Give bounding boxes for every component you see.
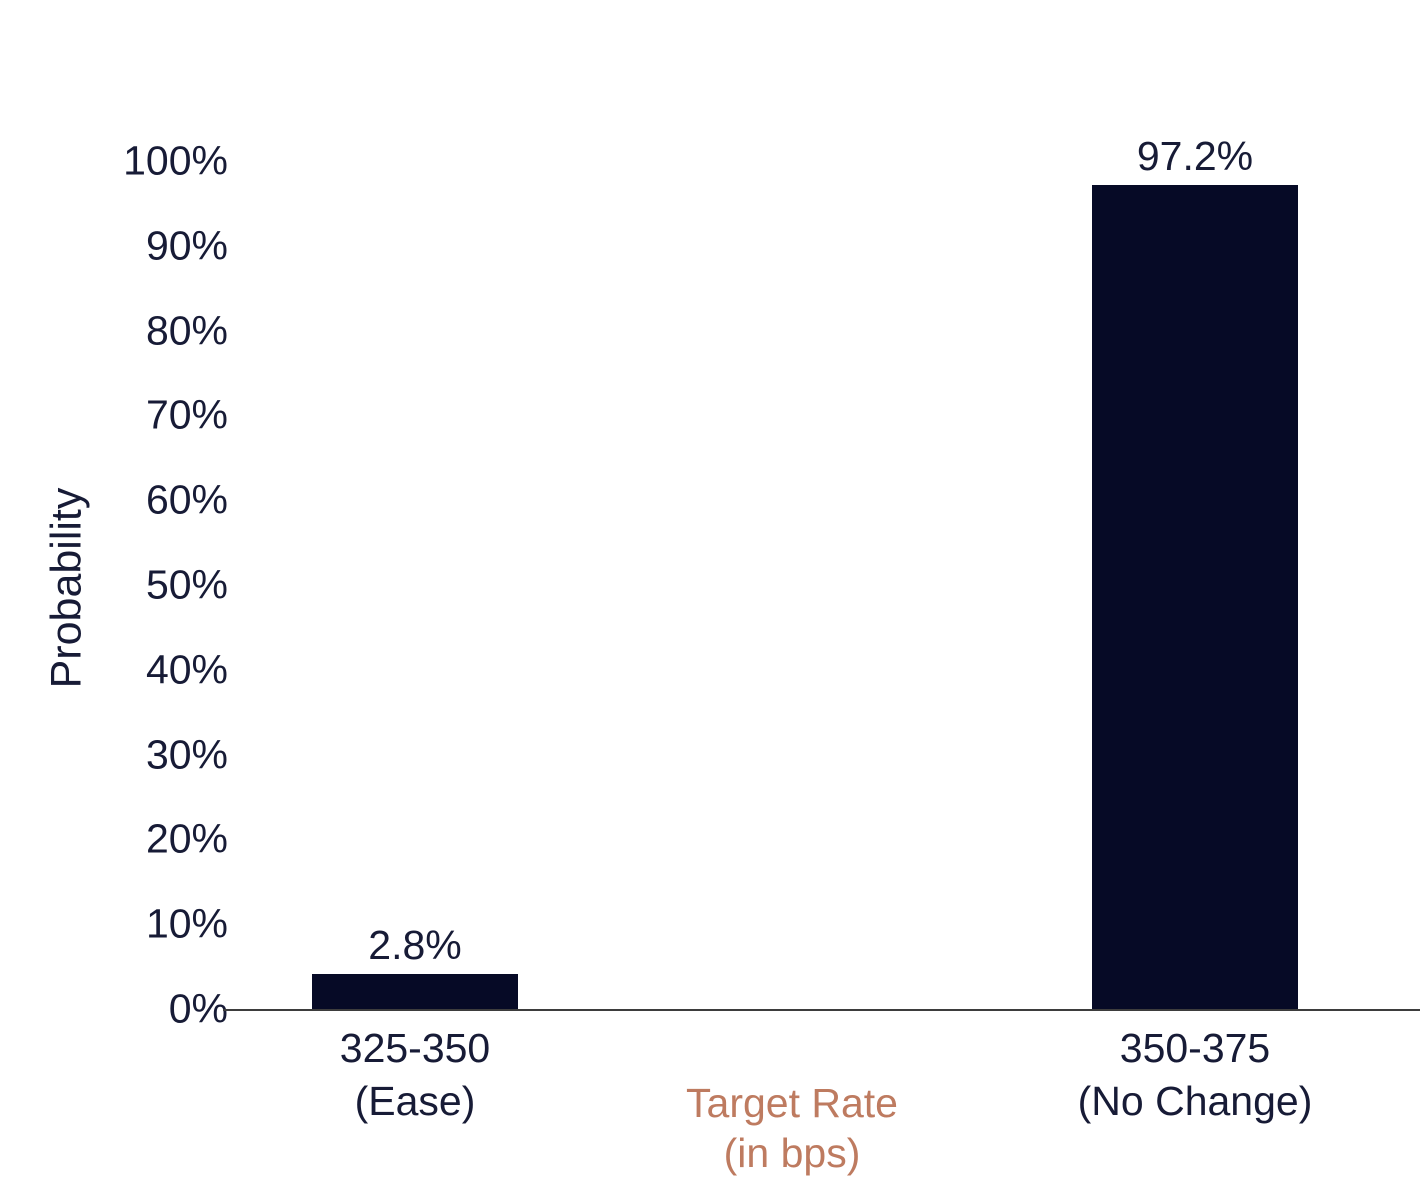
- x-axis-title-line-2: (in bps): [723, 1130, 861, 1176]
- y-tick-label: 100%: [123, 137, 228, 184]
- y-tick-label: 60%: [145, 476, 228, 523]
- x-category-label: 325-350 (Ease): [185, 1022, 645, 1128]
- y-tick-label: 30%: [145, 731, 228, 778]
- y-tick-label: 40%: [145, 646, 228, 693]
- y-tick-label: 20%: [145, 815, 228, 862]
- bar-value-label: 2.8%: [368, 922, 462, 968]
- bar: [1092, 184, 1298, 1009]
- y-tick-label: 50%: [145, 561, 228, 608]
- y-axis-title: Probability: [42, 487, 91, 689]
- y-tick-label: 0%: [168, 985, 228, 1032]
- x-category-label-line: 325-350: [339, 1025, 491, 1071]
- y-tick-label: 80%: [145, 307, 228, 354]
- x-axis-line: [223, 1009, 1420, 1011]
- x-category-label: 350-375 (No Change): [965, 1022, 1420, 1128]
- x-category-label-line: (Ease): [354, 1078, 476, 1124]
- x-category-label-line: (No Change): [1077, 1078, 1313, 1124]
- y-tick-label: 70%: [145, 391, 228, 438]
- bar-value-label: 97.2%: [1136, 132, 1254, 179]
- y-tick-label: 10%: [145, 900, 228, 947]
- bar: [312, 974, 518, 1009]
- x-axis-title-line-1: Target Rate: [686, 1080, 898, 1126]
- x-axis-title: Target Rate (in bps): [592, 1078, 992, 1178]
- x-category-label-line: 350-375: [1119, 1025, 1271, 1071]
- y-tick-label: 90%: [145, 222, 228, 269]
